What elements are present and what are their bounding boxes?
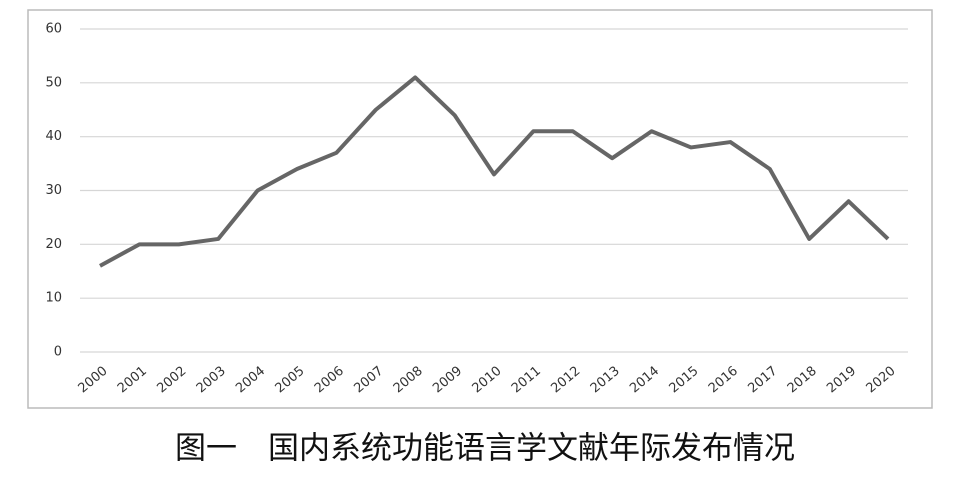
x-tick-label: 2004 bbox=[233, 364, 268, 397]
x-tick-label: 2015 bbox=[667, 364, 702, 397]
x-tick-label: 2020 bbox=[864, 364, 899, 397]
x-tick-label: 2010 bbox=[470, 364, 505, 397]
x-tick-label: 2018 bbox=[785, 364, 820, 397]
x-tick-label: 2002 bbox=[154, 364, 189, 397]
x-tick-label: 2011 bbox=[509, 364, 544, 397]
x-tick-label: 2000 bbox=[76, 364, 111, 397]
x-tick-label: 2019 bbox=[824, 364, 859, 397]
y-tick-label: 60 bbox=[45, 22, 62, 37]
y-tick-label: 40 bbox=[45, 129, 62, 144]
y-tick-label: 20 bbox=[45, 237, 62, 252]
y-tick-label: 50 bbox=[45, 75, 62, 90]
y-tick-label: 10 bbox=[45, 291, 62, 306]
y-tick-label: 0 bbox=[54, 345, 62, 360]
x-tick-label: 2012 bbox=[548, 364, 583, 397]
x-tick-label: 2006 bbox=[312, 364, 347, 397]
data-line bbox=[99, 75, 890, 268]
chart-title: 图一 国内系统功能语言学文献年际发布情况 bbox=[175, 431, 795, 467]
x-tick-label: 2016 bbox=[706, 364, 741, 397]
chart-frame bbox=[27, 9, 933, 409]
x-tick-label: 2013 bbox=[588, 364, 623, 397]
x-tick-label: 2014 bbox=[627, 364, 662, 397]
x-tick-label: 2009 bbox=[430, 364, 465, 397]
x-tick-label: 2008 bbox=[391, 364, 426, 397]
x-tick-label: 2017 bbox=[745, 364, 780, 397]
x-tick-label: 2005 bbox=[273, 364, 308, 397]
y-tick-label: 30 bbox=[45, 183, 62, 198]
x-tick-label: 2003 bbox=[194, 364, 229, 397]
x-tick-label: 2007 bbox=[351, 364, 386, 397]
x-tick-label: 2001 bbox=[115, 364, 150, 397]
